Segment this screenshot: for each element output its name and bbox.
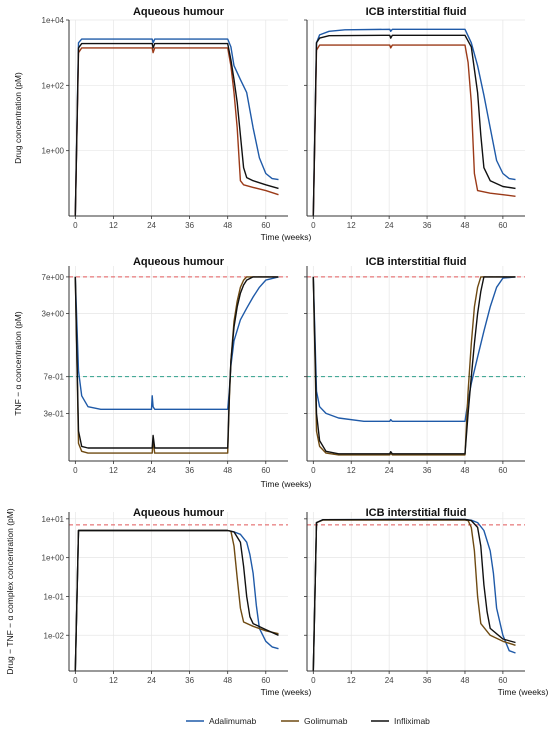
panel-title: Aqueous humour: [133, 256, 225, 268]
series-line-infliximab: [312, 276, 516, 455]
series-line-golimumab: [74, 276, 279, 454]
x-tick-label: 60: [261, 466, 270, 475]
x-tick-label: 36: [423, 221, 432, 230]
panel-6: 0 12 24 36 48 60 ICB interstitial fluid Time (w…: [304, 507, 549, 697]
x-tick-label: 12: [109, 466, 118, 475]
x-axis-title: Time (weeks): [498, 687, 549, 697]
x-tick-label: 0: [311, 221, 316, 230]
x-tick-label: 24: [147, 676, 156, 685]
y-tick-label: 1e+00: [42, 147, 65, 156]
series-line-adalimumab: [312, 28, 516, 217]
panel-3: 0 12 24 36 48 60 3e-01 7e-01 3e+00 7e+00 Aqueous h…: [13, 256, 312, 489]
series-line-golimumab: [74, 47, 279, 217]
x-tick-label: 60: [498, 676, 507, 685]
y-tick-label: 1e+01: [42, 515, 65, 524]
x-tick-label: 24: [385, 466, 394, 475]
legend: Adalimumab Golimumab Infliximab: [186, 716, 430, 726]
y-tick-label: 7e-01: [44, 373, 65, 382]
x-tick-label: 24: [147, 466, 156, 475]
legend-label-adalimumab: Adalimumab: [209, 716, 257, 726]
x-tick-label: 36: [185, 466, 194, 475]
legend-label-infliximab: Infliximab: [394, 716, 430, 726]
legend-entry-adalimumab: Adalimumab: [186, 716, 257, 726]
y-tick-label: 1e-02: [44, 631, 65, 640]
legend-entry-infliximab: Infliximab: [371, 716, 430, 726]
x-tick-label: 0: [311, 676, 316, 685]
panel-title: Aqueous humour: [133, 507, 225, 519]
panel-1: 0 12 24 36 48 60 1e+00 1e+02 1e+04 Aqueous humour…: [13, 6, 312, 242]
y-tick-label: 1e+00: [42, 554, 65, 563]
x-tick-label: 12: [347, 676, 356, 685]
x-tick-label: 24: [385, 676, 394, 685]
series-line-adalimumab: [74, 276, 279, 410]
x-tick-label: 48: [223, 221, 232, 230]
series-line-adalimumab: [74, 38, 279, 217]
x-tick-label: 48: [461, 221, 470, 230]
y-axis-title: Drug − TNF − α complex concentration (pM…: [5, 508, 15, 674]
series-line-infliximab: [312, 34, 516, 217]
series-line-infliximab: [74, 42, 279, 217]
x-tick-label: 60: [261, 221, 270, 230]
x-tick-label: 48: [223, 466, 232, 475]
x-tick-label: 24: [385, 221, 394, 230]
x-tick-label: 36: [423, 466, 432, 475]
series-line-infliximab: [74, 529, 279, 672]
x-tick-label: 36: [185, 676, 194, 685]
x-tick-label: 60: [498, 466, 507, 475]
panel-title: ICB interstitial fluid: [366, 256, 467, 268]
x-tick-label: 0: [311, 466, 316, 475]
x-axis-title: Time (weeks): [261, 232, 312, 242]
panel-5: 0 12 24 36 48 60 1e-02 1e-01 1e+00 1e+01 Aqueous h…: [5, 507, 312, 697]
panel-2: 0 12 24 36 48 60 ICB interstitial fluid: [304, 6, 525, 230]
x-tick-label: 60: [498, 221, 507, 230]
panels: 0 12 24 36 48 60 1e+00 1e+02 1e+04 Aqueous humour…: [5, 6, 549, 697]
x-tick-label: 12: [347, 466, 356, 475]
y-tick-label: 1e-01: [44, 592, 65, 601]
x-tick-label: 60: [261, 676, 270, 685]
x-tick-label: 48: [461, 676, 470, 685]
series-line-golimumab: [312, 276, 516, 456]
series-line-adalimumab: [312, 276, 516, 422]
y-tick-label: 3e+00: [42, 310, 65, 319]
y-axis-title: Drug concentration (pM): [13, 72, 23, 164]
y-tick-label: 3e-01: [44, 409, 65, 418]
y-tick-label: 7e+00: [42, 273, 65, 282]
panel-4: 0 12 24 36 48 60 ICB interstitial fluid: [304, 256, 525, 475]
x-axis-title: Time (weeks): [261, 687, 312, 697]
y-tick-label: 1e+04: [42, 16, 65, 25]
y-axis-title: TNF − α concentration (pM): [13, 311, 23, 416]
y-tick-label: 1e+02: [42, 81, 65, 90]
x-axis-title: Time (weeks): [261, 479, 312, 489]
panel-title: ICB interstitial fluid: [366, 507, 467, 519]
x-tick-label: 48: [223, 676, 232, 685]
x-tick-label: 0: [73, 676, 78, 685]
series-line-infliximab: [312, 518, 516, 672]
series-line-golimumab: [312, 44, 516, 217]
x-tick-label: 24: [147, 221, 156, 230]
series-line-infliximab: [74, 276, 279, 449]
legend-label-golimumab: Golimumab: [304, 716, 348, 726]
legend-entry-golimumab: Golimumab: [281, 716, 348, 726]
panel-title: Aqueous humour: [133, 6, 225, 18]
x-tick-label: 12: [109, 676, 118, 685]
x-tick-label: 0: [73, 466, 78, 475]
x-tick-label: 12: [109, 221, 118, 230]
x-tick-label: 0: [73, 221, 78, 230]
panel-title: ICB interstitial fluid: [366, 6, 467, 18]
x-tick-label: 36: [185, 221, 194, 230]
x-tick-label: 12: [347, 221, 356, 230]
x-tick-label: 48: [461, 466, 470, 475]
x-tick-label: 36: [423, 676, 432, 685]
